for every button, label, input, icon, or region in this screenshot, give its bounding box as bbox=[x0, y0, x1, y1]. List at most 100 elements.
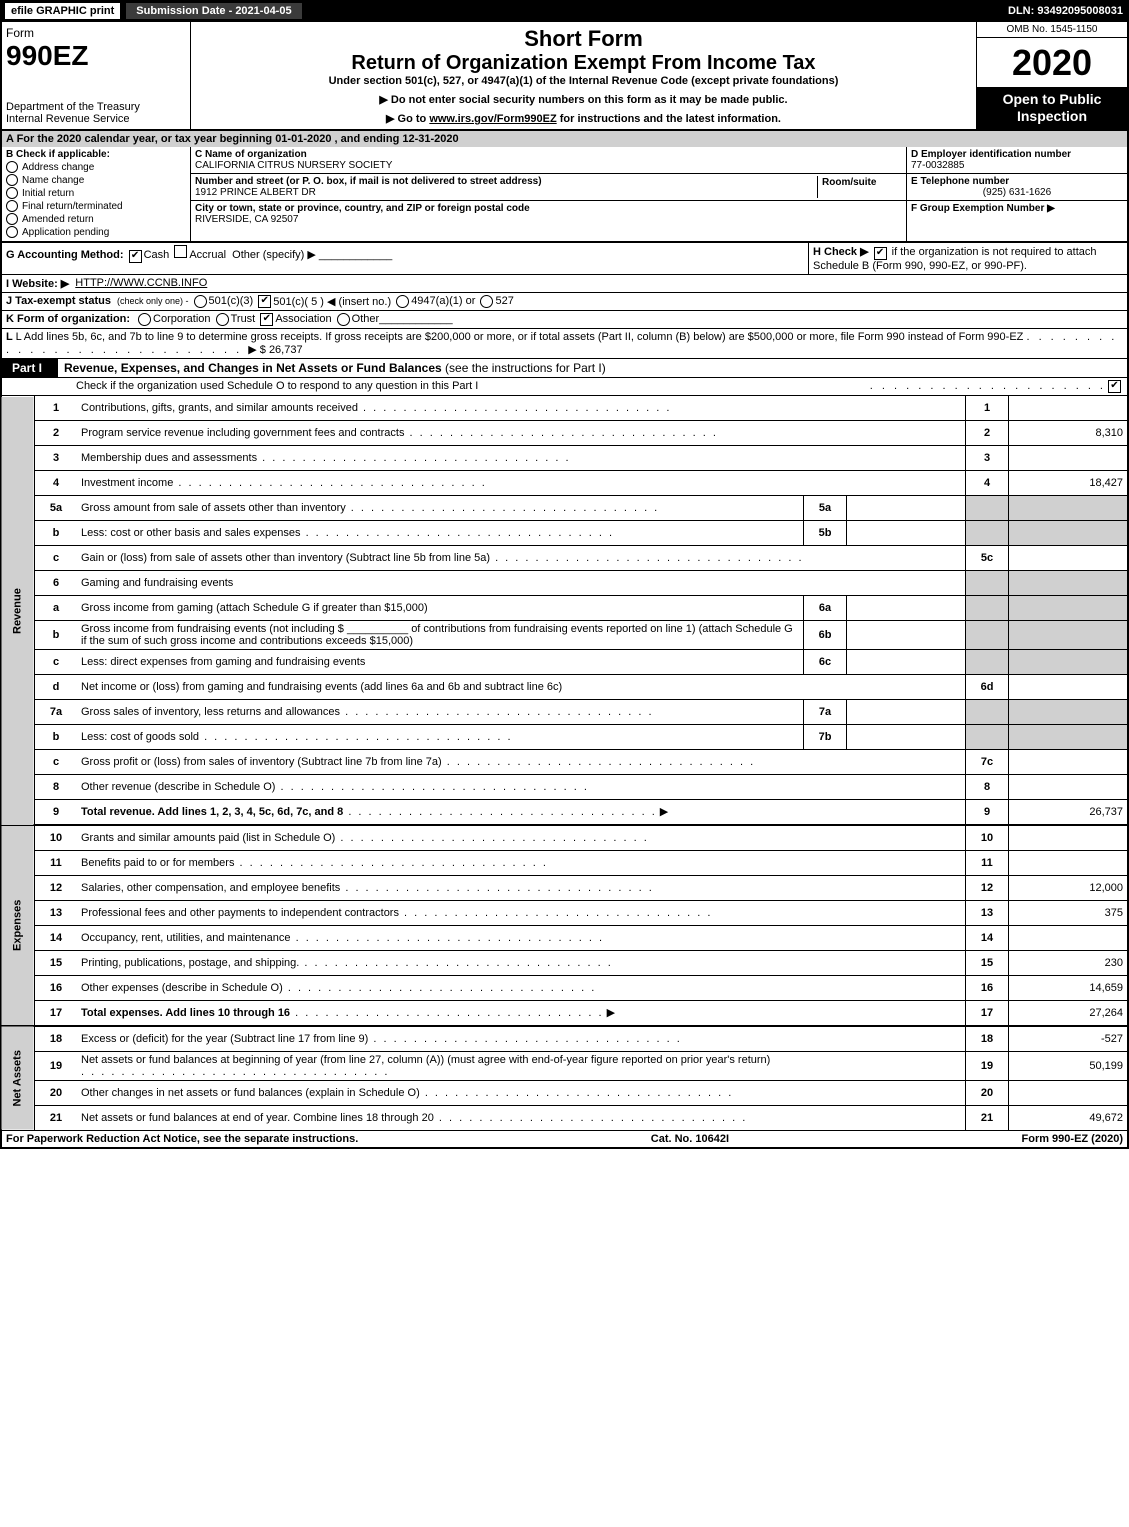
l-text: L Add lines 5b, 6c, and 7b to line 9 to … bbox=[16, 331, 1024, 343]
check-initial-return[interactable] bbox=[6, 187, 18, 199]
line-19-num: 19 bbox=[35, 1051, 78, 1080]
check-cash[interactable]: ✔ bbox=[129, 250, 142, 263]
line-20-box: 20 bbox=[966, 1080, 1009, 1105]
line-13-num: 13 bbox=[35, 900, 78, 925]
check-final-return[interactable] bbox=[6, 200, 18, 212]
check-other-org[interactable] bbox=[337, 313, 350, 326]
line-7a-inval bbox=[847, 699, 966, 724]
g-accrual: Accrual bbox=[189, 249, 226, 261]
line-11-box: 11 bbox=[966, 850, 1009, 875]
line-11-num: 11 bbox=[35, 850, 78, 875]
opt-application-pending: Application pending bbox=[22, 227, 109, 238]
line-6a-inval bbox=[847, 595, 966, 620]
check-sched-b[interactable]: ✔ bbox=[874, 247, 887, 260]
line-4-val: 18,427 bbox=[1009, 470, 1129, 495]
phone-value: (925) 631-1626 bbox=[911, 187, 1123, 198]
line-5c-val bbox=[1009, 545, 1129, 570]
line-8-num: 8 bbox=[35, 774, 78, 799]
part1-lines-table: Revenue 1 Contributions, gifts, grants, … bbox=[0, 396, 1129, 1131]
check-4947[interactable] bbox=[396, 295, 409, 308]
g-other: Other (specify) ▶ bbox=[232, 249, 316, 261]
check-assoc[interactable]: ✔ bbox=[260, 313, 273, 326]
website-link[interactable]: HTTP://WWW.CCNB.INFO bbox=[75, 277, 207, 289]
line-9-box: 9 bbox=[966, 799, 1009, 825]
check-trust[interactable] bbox=[216, 313, 229, 326]
line-6a-desc: Gross income from gaming (attach Schedul… bbox=[81, 602, 428, 614]
g-label: G Accounting Method: bbox=[6, 249, 124, 261]
line-8-val bbox=[1009, 774, 1129, 799]
check-application-pending[interactable] bbox=[6, 226, 18, 238]
line-6c-greyval bbox=[1009, 649, 1129, 674]
line-17-desc: Total expenses. Add lines 10 through 16 bbox=[81, 1007, 290, 1019]
line-9-desc: Total revenue. Add lines 1, 2, 3, 4, 5c,… bbox=[81, 806, 343, 818]
check-501c[interactable]: ✔ bbox=[258, 295, 271, 308]
line-3-box: 3 bbox=[966, 445, 1009, 470]
line-10-val bbox=[1009, 825, 1129, 851]
line-6c-desc: Less: direct expenses from gaming and fu… bbox=[81, 656, 365, 668]
k-corp: Corporation bbox=[153, 313, 210, 325]
check-accrual[interactable] bbox=[174, 245, 187, 258]
line-5b-greybox bbox=[966, 520, 1009, 545]
line-7b-num: b bbox=[35, 724, 78, 749]
line-6b-inbox: 6b bbox=[804, 620, 847, 649]
irs-link[interactable]: www.irs.gov/Form990EZ bbox=[429, 113, 556, 125]
sec-j-tax-exempt: J Tax-exempt status (check only one) - 5… bbox=[0, 293, 1129, 311]
line-16-val: 14,659 bbox=[1009, 975, 1129, 1000]
line-20-num: 20 bbox=[35, 1080, 78, 1105]
line-7c-val bbox=[1009, 749, 1129, 774]
line-6c-num: c bbox=[35, 649, 78, 674]
line-6a-greybox bbox=[966, 595, 1009, 620]
line-15-box: 15 bbox=[966, 950, 1009, 975]
tax-year: 2020 bbox=[977, 38, 1127, 87]
goto-line: ▶ Go to www.irs.gov/Form990EZ for instru… bbox=[195, 112, 972, 125]
line-6d-val bbox=[1009, 674, 1129, 699]
check-501c3[interactable] bbox=[194, 295, 207, 308]
col-c-org-info: C Name of organization CALIFORNIA CITRUS… bbox=[191, 147, 906, 241]
check-amended-return[interactable] bbox=[6, 213, 18, 225]
city-label: City or town, state or province, country… bbox=[195, 203, 902, 214]
line-5c-box: 5c bbox=[966, 545, 1009, 570]
line-5a-inval bbox=[847, 495, 966, 520]
line-14-val bbox=[1009, 925, 1129, 950]
line-7b-inval bbox=[847, 724, 966, 749]
line-21-box: 21 bbox=[966, 1105, 1009, 1130]
line-7b-desc: Less: cost of goods sold bbox=[81, 731, 199, 743]
line-13-val: 375 bbox=[1009, 900, 1129, 925]
line-18-val: -527 bbox=[1009, 1026, 1129, 1052]
efile-print-button[interactable]: efile GRAPHIC print bbox=[4, 2, 121, 20]
goto-post: for instructions and the latest informat… bbox=[560, 113, 781, 125]
line-5a-num: 5a bbox=[35, 495, 78, 520]
org-name-label: C Name of organization bbox=[195, 149, 902, 160]
under-section: Under section 501(c), 527, or 4947(a)(1)… bbox=[195, 75, 972, 87]
line-6c-inbox: 6c bbox=[804, 649, 847, 674]
line-7a-num: 7a bbox=[35, 699, 78, 724]
col-b-check-applicable: B Check if applicable: Address change Na… bbox=[2, 147, 191, 241]
line-7c-num: c bbox=[35, 749, 78, 774]
line-10-num: 10 bbox=[35, 825, 78, 851]
line-1-box: 1 bbox=[966, 396, 1009, 421]
line-6d-box: 6d bbox=[966, 674, 1009, 699]
check-schedule-o[interactable]: ✔ bbox=[1108, 380, 1121, 393]
header-center: Short Form Return of Organization Exempt… bbox=[191, 22, 977, 129]
submission-date: Submission Date - 2021-04-05 bbox=[125, 2, 302, 20]
check-address-change[interactable] bbox=[6, 161, 18, 173]
entity-info-block: B Check if applicable: Address change Na… bbox=[0, 147, 1129, 243]
header-left: Form 990EZ Department of the Treasury In… bbox=[2, 22, 191, 129]
g-cash: Cash bbox=[144, 249, 170, 261]
line-8-box: 8 bbox=[966, 774, 1009, 799]
schedule-o-check-text: Check if the organization used Schedule … bbox=[6, 380, 478, 392]
line-7b-greyval bbox=[1009, 724, 1129, 749]
line-6b-greybox bbox=[966, 620, 1009, 649]
omb-number: OMB No. 1545-1150 bbox=[977, 22, 1127, 38]
check-527[interactable] bbox=[480, 295, 493, 308]
line-12-val: 12,000 bbox=[1009, 875, 1129, 900]
line-7a-desc: Gross sales of inventory, less returns a… bbox=[81, 706, 340, 718]
line-16-desc: Other expenses (describe in Schedule O) bbox=[81, 982, 283, 994]
line-6-greyval bbox=[1009, 570, 1129, 595]
line-6c-greybox bbox=[966, 649, 1009, 674]
check-corp[interactable] bbox=[138, 313, 151, 326]
line-4-num: 4 bbox=[35, 470, 78, 495]
addr-label: Number and street (or P. O. box, if mail… bbox=[195, 176, 813, 187]
check-name-change[interactable] bbox=[6, 174, 18, 186]
line-17-box: 17 bbox=[966, 1000, 1009, 1026]
